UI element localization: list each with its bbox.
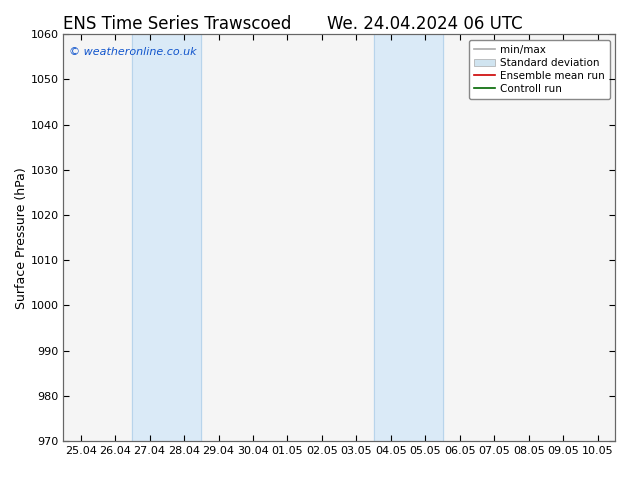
Text: We. 24.04.2024 06 UTC: We. 24.04.2024 06 UTC <box>327 15 522 33</box>
Text: ENS Time Series Trawscoed: ENS Time Series Trawscoed <box>63 15 292 33</box>
Legend: min/max, Standard deviation, Ensemble mean run, Controll run: min/max, Standard deviation, Ensemble me… <box>469 40 610 99</box>
Bar <box>133 34 202 441</box>
Text: © weatheronline.co.uk: © weatheronline.co.uk <box>69 47 197 56</box>
Bar <box>373 34 443 441</box>
Y-axis label: Surface Pressure (hPa): Surface Pressure (hPa) <box>15 167 28 309</box>
